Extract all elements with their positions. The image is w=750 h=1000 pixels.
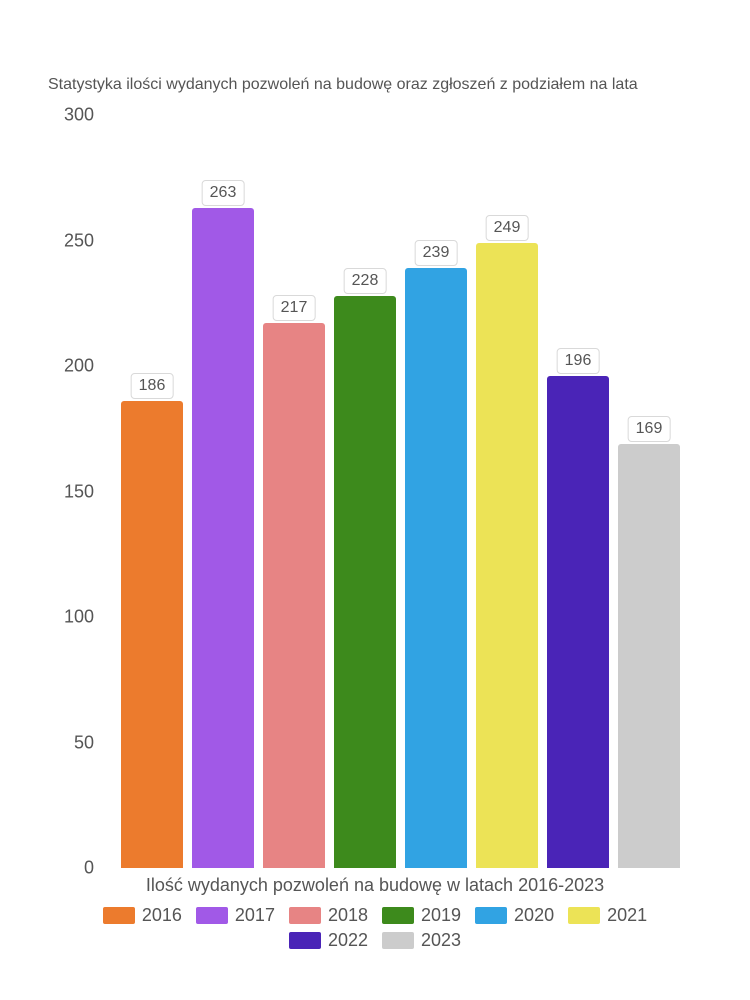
- legend-item-2023: 2023: [382, 930, 461, 951]
- bar-value-label: 263: [202, 180, 245, 206]
- legend-label: 2016: [142, 905, 182, 926]
- legend-label: 2019: [421, 905, 461, 926]
- bar-2023: [618, 444, 680, 868]
- bar-2021: [476, 243, 538, 868]
- bar-value-label: 196: [557, 348, 600, 374]
- y-tick-label: 150: [64, 481, 94, 502]
- legend-swatch: [103, 907, 135, 924]
- bar-value-label: 217: [273, 295, 316, 321]
- x-axis-title: Ilość wydanych pozwoleń na budowę w lata…: [146, 875, 604, 896]
- legend-label: 2018: [328, 905, 368, 926]
- bar-value-label: 249: [486, 215, 529, 241]
- legend-label: 2017: [235, 905, 275, 926]
- bar-2020: [405, 268, 467, 868]
- legend-item-2022: 2022: [289, 930, 368, 951]
- y-tick-label: 300: [64, 105, 94, 126]
- y-axis-labels: 050100150200250300: [0, 115, 110, 868]
- bar-2019: [334, 296, 396, 868]
- legend-swatch: [568, 907, 600, 924]
- bar-value-label: 239: [415, 240, 458, 266]
- legend-label: 2021: [607, 905, 647, 926]
- plot-area: 050100150200250300 186263217228239249196…: [110, 115, 690, 868]
- legend-swatch: [289, 907, 321, 924]
- y-tick-label: 200: [64, 356, 94, 377]
- legend-label: 2020: [514, 905, 554, 926]
- legend-swatch: [382, 932, 414, 949]
- y-tick-label: 100: [64, 607, 94, 628]
- y-tick-label: 250: [64, 230, 94, 251]
- bar-2016: [121, 401, 183, 868]
- bar-2018: [263, 323, 325, 868]
- legend-item-2016: 2016: [103, 905, 182, 926]
- legend-label: 2023: [421, 930, 461, 951]
- bar-value-label: 228: [344, 268, 387, 294]
- legend-swatch: [289, 932, 321, 949]
- legend-label: 2022: [328, 930, 368, 951]
- bar-2022: [547, 376, 609, 868]
- y-tick-label: 50: [74, 732, 94, 753]
- legend: 2016 2017 2018 2019 2020 2021 2022 2023: [0, 905, 750, 951]
- bar-value-label: 169: [628, 416, 671, 442]
- bar-2017: [192, 208, 254, 868]
- legend-swatch: [196, 907, 228, 924]
- legend-swatch: [475, 907, 507, 924]
- chart-title: Statystyka ilości wydanych pozwoleń na b…: [48, 76, 638, 94]
- legend-item-2021: 2021: [568, 905, 647, 926]
- legend-swatch: [382, 907, 414, 924]
- legend-item-2019: 2019: [382, 905, 461, 926]
- y-tick-label: 0: [84, 858, 94, 879]
- legend-item-2018: 2018: [289, 905, 368, 926]
- legend-item-2020: 2020: [475, 905, 554, 926]
- legend-item-2017: 2017: [196, 905, 275, 926]
- bars-container: 186 263 217 228 239 249 196 169: [110, 115, 690, 868]
- bar-value-label: 186: [131, 373, 174, 399]
